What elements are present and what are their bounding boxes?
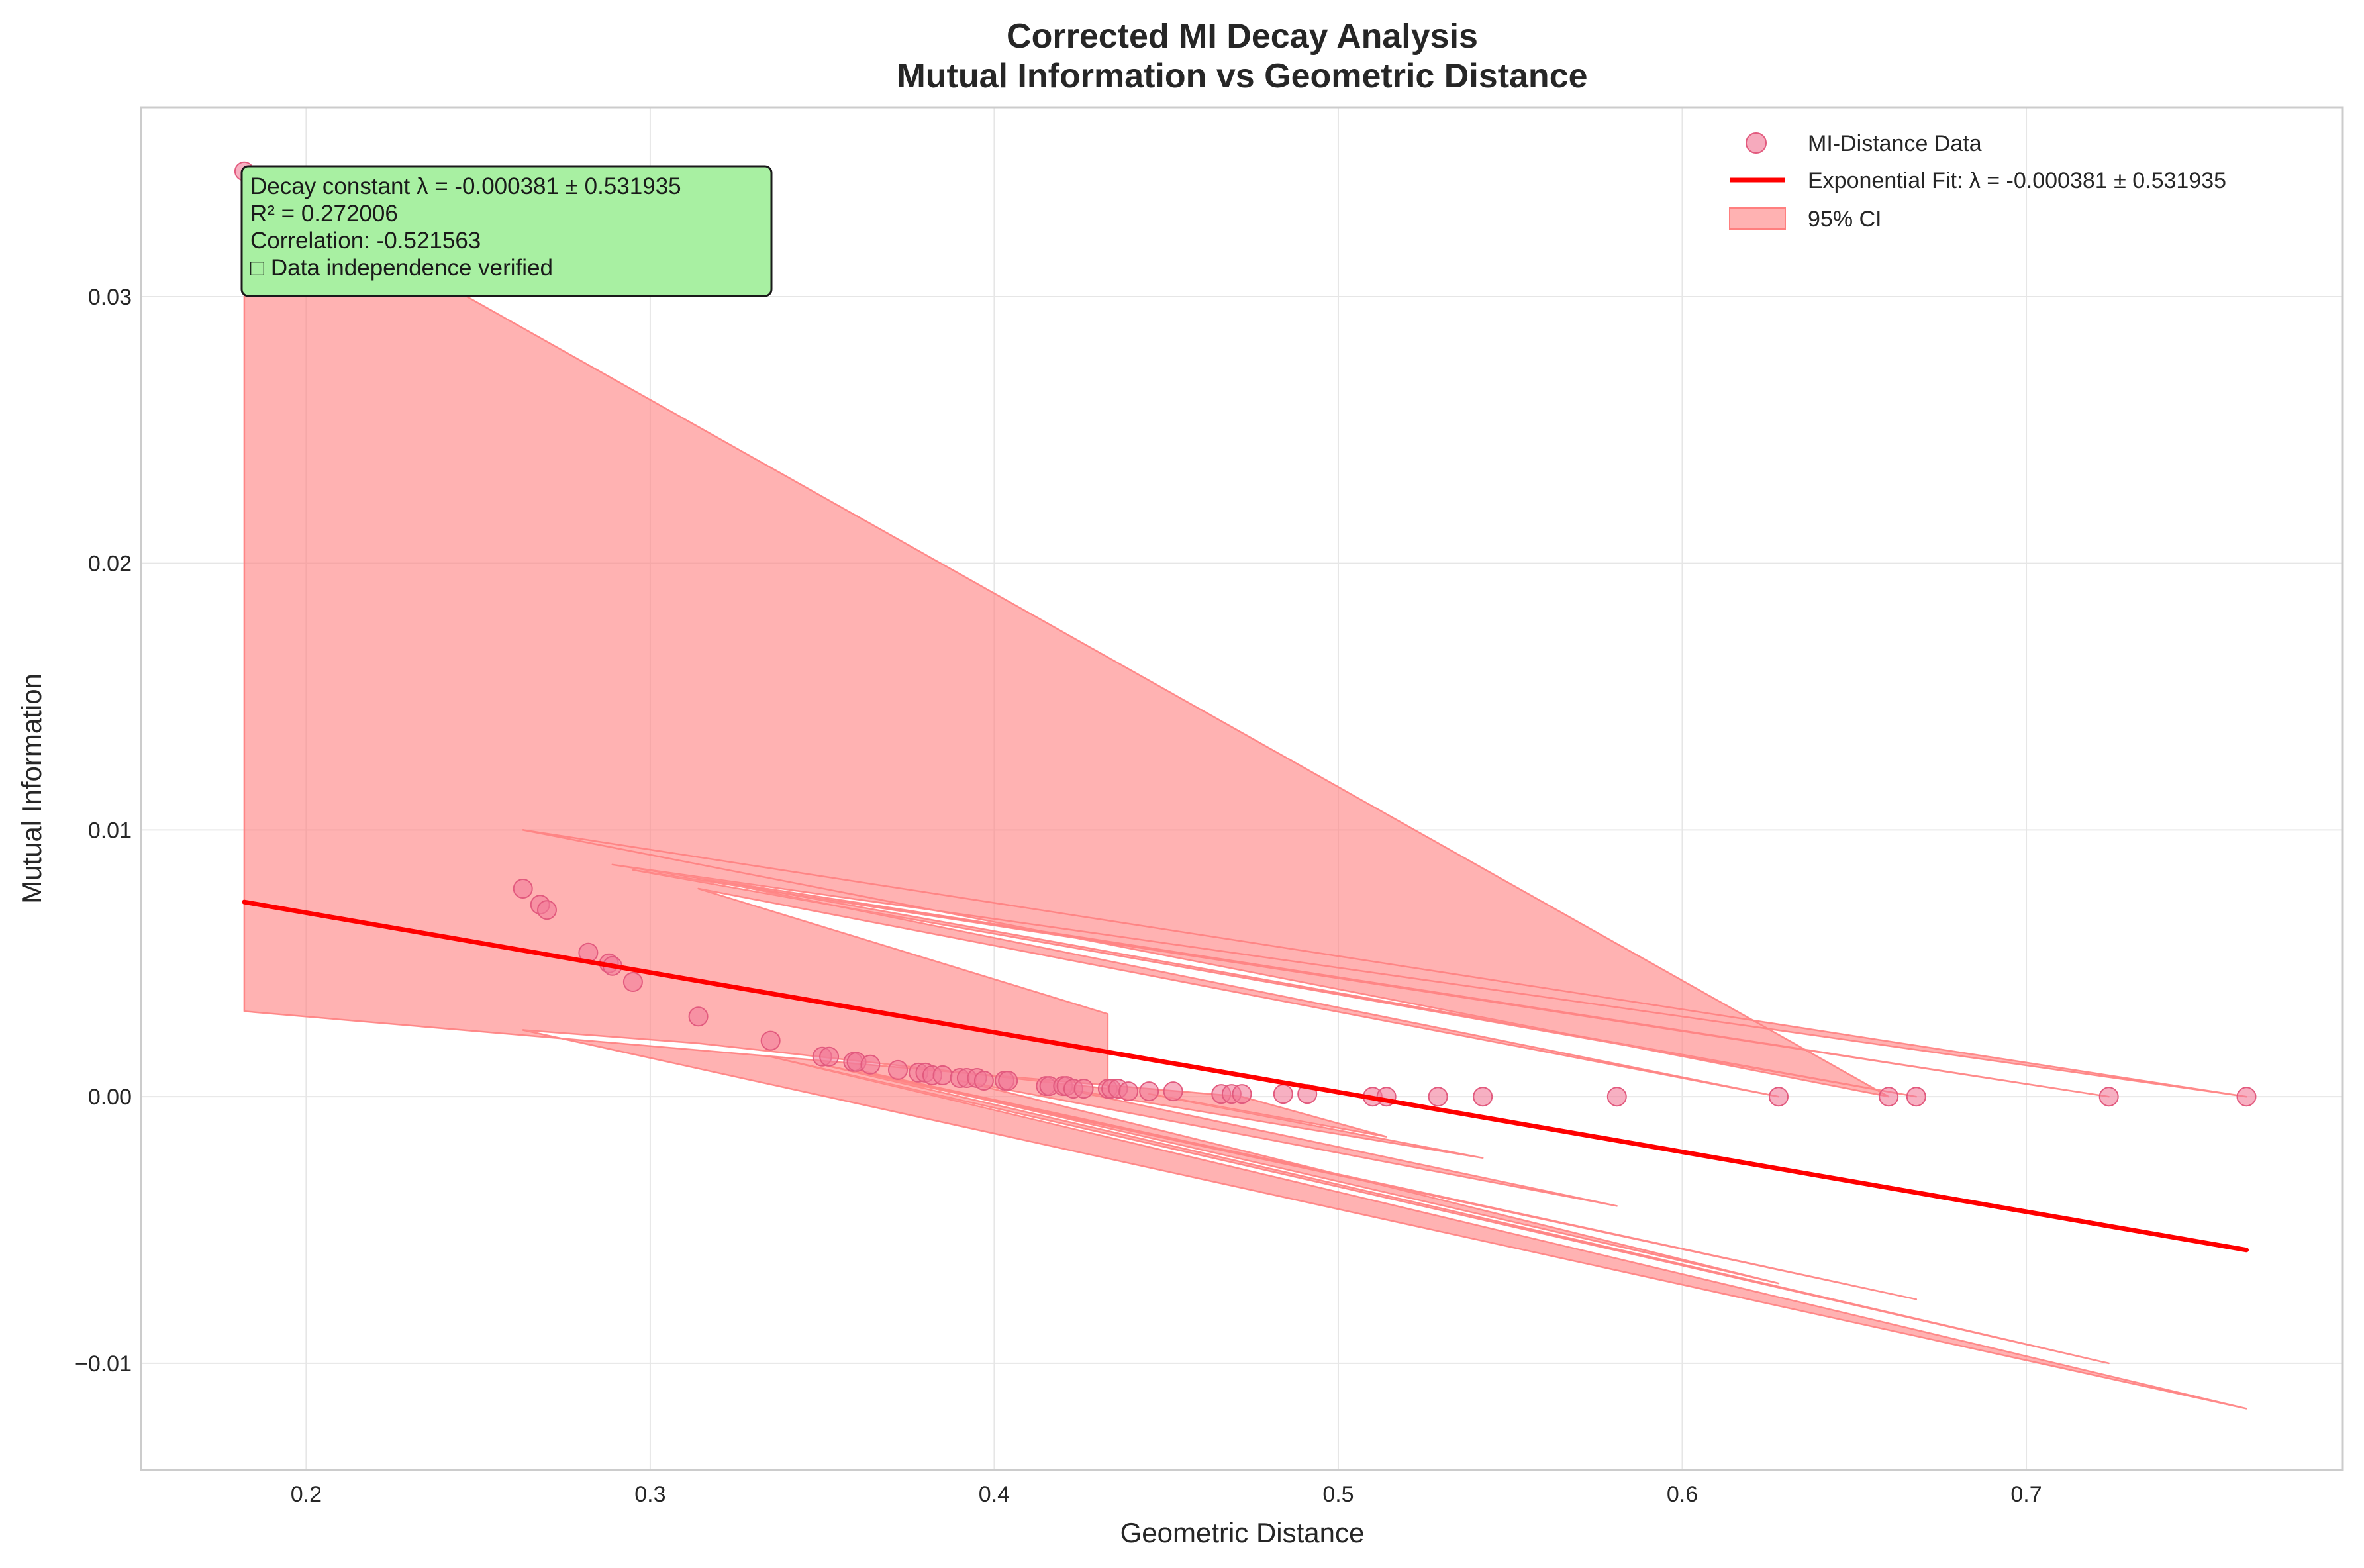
data-point: [1906, 1087, 1926, 1107]
data-point: [1273, 1084, 1293, 1104]
fit-line: [242, 899, 2249, 1253]
x-axis-label: Geometric Distance: [1120, 1517, 1365, 1548]
data-point: [1428, 1087, 1448, 1107]
x-tick-label: 0.2: [291, 1482, 322, 1507]
stats-annotation-box: [240, 165, 773, 297]
data-point: [1769, 1087, 1789, 1107]
data-point: [1473, 1087, 1493, 1107]
x-tick-label: 0.4: [979, 1482, 1010, 1507]
y-tick-label: 0.01: [88, 818, 132, 843]
data-point: [998, 1071, 1018, 1091]
data-point: [513, 879, 533, 899]
y-tick-label: 0.03: [88, 285, 132, 310]
data-point: [819, 1046, 840, 1067]
data-point: [1232, 1084, 1252, 1104]
stats-annotation: Decay constant λ = -0.000381 ± 0.531935 …: [240, 165, 773, 297]
scatter-layer: [234, 161, 2257, 1107]
data-point: [2236, 1087, 2257, 1107]
data-point: [1606, 1087, 1627, 1107]
y-ticks: −0.01 0.00 0.01 0.02 0.03: [75, 285, 132, 1377]
data-point: [537, 900, 557, 920]
y-tick-label: −0.01: [75, 1351, 132, 1377]
stats-line-decay: Decay constant λ = -0.000381 ± 0.531935: [250, 173, 681, 199]
data-point: [888, 1059, 908, 1080]
stats-line-independence: □ Data independence verified: [250, 255, 553, 281]
legend-label-scatter: MI-Distance Data: [1808, 131, 1982, 156]
stats-line-correlation: Correlation: -0.521563: [250, 228, 481, 254]
fit-layer: [242, 899, 2249, 1253]
y-tick-label: 0.00: [88, 1085, 132, 1110]
data-point: [973, 1071, 994, 1091]
data-point: [860, 1054, 881, 1075]
data-point: [932, 1065, 953, 1085]
legend-label-fit: Exponential Fit: λ = -0.000381 ± 0.53193…: [1808, 168, 2226, 193]
x-tick-label: 0.5: [1322, 1482, 1354, 1507]
chart-subtitle: Mutual Information vs Geometric Distance: [897, 57, 1587, 95]
data-point: [1879, 1087, 1899, 1107]
legend-marker-ci: [1729, 207, 1786, 230]
chart-title: Corrected MI Decay Analysis: [1007, 17, 1478, 56]
legend: MI-Distance Data Exponential Fit: λ = -0…: [1729, 131, 2226, 232]
data-point: [2098, 1087, 2119, 1107]
y-tick-label: 0.02: [88, 552, 132, 577]
data-point: [688, 1006, 709, 1027]
legend-marker-scatter: [1746, 132, 1767, 154]
data-point: [760, 1030, 781, 1051]
x-tick-label: 0.7: [2010, 1482, 2042, 1507]
data-point: [1139, 1081, 1159, 1102]
data-point: [1163, 1081, 1183, 1102]
data-point: [1118, 1081, 1139, 1102]
x-tick-label: 0.6: [1667, 1482, 1698, 1507]
stats-line-r2: R² = 0.272006: [250, 201, 398, 226]
legend-label-ci: 95% CI: [1808, 207, 1882, 232]
x-ticks: 0.2 0.3 0.4 0.5 0.6 0.7: [291, 1482, 2042, 1507]
x-tick-label: 0.3: [634, 1482, 665, 1507]
plot-frame: [140, 106, 2344, 1471]
y-axis-label: Mutual Information: [16, 673, 47, 904]
data-point: [1073, 1079, 1094, 1099]
data-point: [622, 972, 643, 992]
